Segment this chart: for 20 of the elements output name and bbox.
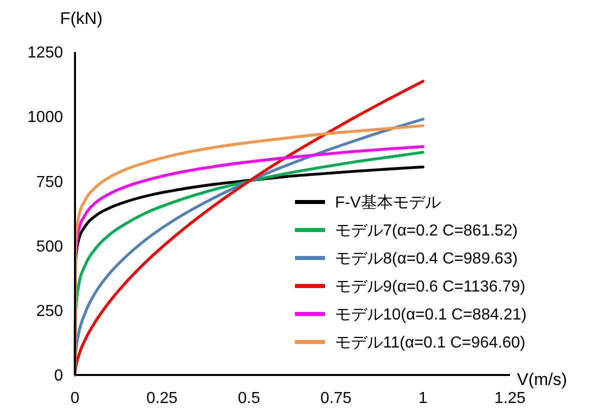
legend-label: モデル11(α=0.1 C=964.60) <box>335 334 526 352</box>
y-tick-label: 250 <box>36 303 64 320</box>
x-tick-label: 0.5 <box>238 390 260 407</box>
y-tick-label: 1250 <box>27 44 64 62</box>
legend-label: モデル7(α=0.2 C=861.52) <box>335 222 518 240</box>
y-tick-label: 1000 <box>27 109 64 126</box>
x-tick-label: 1 <box>418 390 428 407</box>
legend-label: F-V基本モデル <box>335 194 441 212</box>
x-tick-label: 0 <box>70 390 80 407</box>
x-tick-label: 0.75 <box>320 390 352 407</box>
y-tick-label: 500 <box>36 238 64 256</box>
y-tick-label: 0 <box>54 368 64 385</box>
legend-label: モデル9(α=0.6 C=1136.79) <box>335 278 526 296</box>
y-tick-label: 750 <box>36 174 64 191</box>
x-tick-label: 1.25 <box>494 390 526 407</box>
legend-label: モデル8(α=0.4 C=989.63) <box>335 250 518 268</box>
x-tick-label: 0.25 <box>146 390 178 407</box>
y-axis-title: F(kN) <box>60 9 102 28</box>
legend-label: モデル10(α=0.1 C=884.21) <box>335 306 527 324</box>
x-axis-title: V(m/s) <box>517 370 568 389</box>
